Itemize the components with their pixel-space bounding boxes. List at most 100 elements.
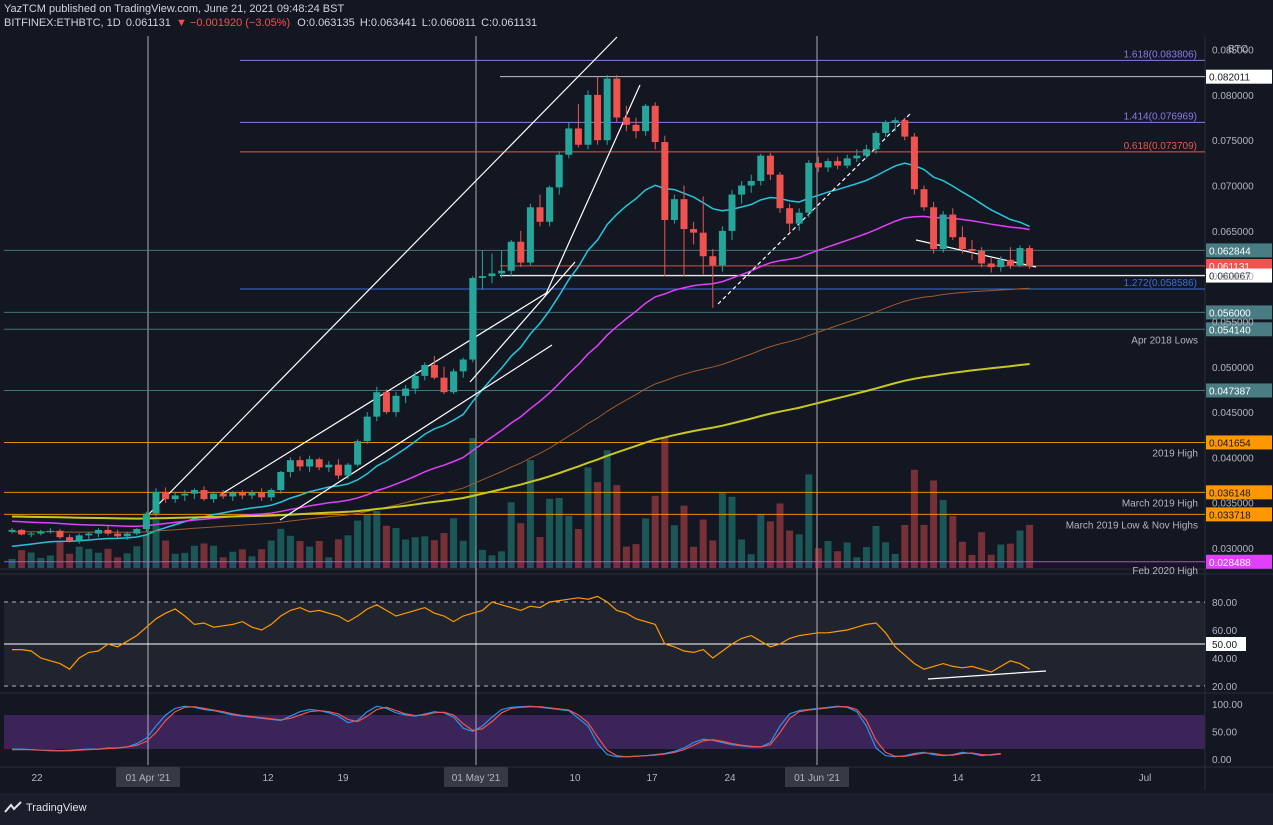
candle-body[interactable] xyxy=(171,495,179,500)
candle-body[interactable] xyxy=(834,161,842,166)
candle-body[interactable] xyxy=(66,537,74,541)
candle-body[interactable] xyxy=(939,214,947,249)
candle-body[interactable] xyxy=(75,535,83,541)
candle-body[interactable] xyxy=(565,128,573,155)
candle-body[interactable] xyxy=(450,371,458,393)
candle-body[interactable] xyxy=(114,533,122,537)
candle-body[interactable] xyxy=(258,492,266,498)
candle-body[interactable] xyxy=(814,162,822,168)
candle-body[interactable] xyxy=(901,120,909,137)
candle-body[interactable] xyxy=(632,124,640,132)
candle-body[interactable] xyxy=(997,259,1005,268)
candle-body[interactable] xyxy=(46,530,54,532)
candle-body[interactable] xyxy=(757,155,765,182)
candle-body[interactable] xyxy=(766,155,774,175)
candle-body[interactable] xyxy=(1016,248,1024,266)
candle-body[interactable] xyxy=(248,492,256,496)
candle-body[interactable] xyxy=(27,533,35,535)
candle-body[interactable] xyxy=(910,136,918,190)
candle-body[interactable] xyxy=(133,529,141,534)
candle-body[interactable] xyxy=(786,208,794,224)
candle-body[interactable] xyxy=(699,232,707,257)
candle-body[interactable] xyxy=(526,207,534,263)
candle-body[interactable] xyxy=(680,199,688,230)
candle-body[interactable] xyxy=(1026,248,1034,267)
candle-body[interactable] xyxy=(459,359,467,372)
candle-body[interactable] xyxy=(85,533,93,536)
candle-body[interactable] xyxy=(325,464,333,468)
candle-body[interactable] xyxy=(200,490,208,500)
candle-body[interactable] xyxy=(920,189,928,208)
candle-body[interactable] xyxy=(190,490,198,494)
candle-body[interactable] xyxy=(152,491,160,514)
candle-body[interactable] xyxy=(286,460,294,472)
candle-body[interactable] xyxy=(373,392,381,417)
candle-body[interactable] xyxy=(661,142,669,220)
candle-body[interactable] xyxy=(949,214,957,238)
candle-body[interactable] xyxy=(56,530,64,538)
candle-body[interactable] xyxy=(478,276,486,278)
candle-body[interactable] xyxy=(315,459,323,468)
candle-body[interactable] xyxy=(267,490,275,498)
candle-body[interactable] xyxy=(603,78,611,141)
candle-body[interactable] xyxy=(862,149,870,156)
candle-body[interactable] xyxy=(574,128,582,145)
candle-body[interactable] xyxy=(392,395,400,413)
candle-body[interactable] xyxy=(219,493,227,497)
candle-body[interactable] xyxy=(978,250,986,264)
candle-body[interactable] xyxy=(930,207,938,249)
candle-body[interactable] xyxy=(344,464,352,476)
candle-body[interactable] xyxy=(488,273,496,277)
candle-body[interactable] xyxy=(584,94,592,145)
candle-body[interactable] xyxy=(824,161,832,168)
candle-body[interactable] xyxy=(296,460,304,467)
candle-body[interactable] xyxy=(238,492,246,496)
candle-body[interactable] xyxy=(37,531,45,534)
candle-body[interactable] xyxy=(469,277,477,360)
candle-body[interactable] xyxy=(498,270,506,274)
candle-body[interactable] xyxy=(363,416,371,442)
candle-body[interactable] xyxy=(776,174,784,209)
candle-body[interactable] xyxy=(440,377,448,393)
candle-body[interactable] xyxy=(430,364,438,378)
candle-body[interactable] xyxy=(104,529,112,534)
candle-body[interactable] xyxy=(402,388,410,396)
candle-body[interactable] xyxy=(747,181,755,186)
candle-body[interactable] xyxy=(411,375,419,389)
candle-body[interactable] xyxy=(718,230,726,266)
candle-body[interactable] xyxy=(546,187,554,222)
candle-body[interactable] xyxy=(651,105,659,143)
candle-body[interactable] xyxy=(18,529,26,535)
candle-body[interactable] xyxy=(555,154,563,188)
candle-body[interactable] xyxy=(94,529,102,534)
candle-body[interactable] xyxy=(421,364,429,376)
candle-body[interactable] xyxy=(306,459,314,467)
candle-body[interactable] xyxy=(853,155,861,159)
candle-body[interactable] xyxy=(210,493,218,500)
candle-body[interactable] xyxy=(805,162,813,213)
candle-body[interactable] xyxy=(613,78,621,118)
candle-body[interactable] xyxy=(162,491,170,500)
candle-body[interactable] xyxy=(690,229,698,233)
tradingview-logo[interactable]: TradingView xyxy=(4,801,87,815)
candle-body[interactable] xyxy=(670,199,678,220)
candle-body[interactable] xyxy=(958,237,966,249)
candle-body[interactable] xyxy=(642,105,650,132)
candle-body[interactable] xyxy=(709,256,717,266)
candle-body[interactable] xyxy=(142,513,150,530)
candle-body[interactable] xyxy=(891,120,899,123)
candle-body[interactable] xyxy=(968,248,976,251)
candle-body[interactable] xyxy=(536,207,544,222)
candle-body[interactable] xyxy=(123,533,131,537)
candle-body[interactable] xyxy=(507,241,515,271)
candle-body[interactable] xyxy=(987,263,995,268)
candle-body[interactable] xyxy=(277,471,285,491)
candle-body[interactable] xyxy=(622,117,630,125)
candle-body[interactable] xyxy=(354,441,362,465)
candle-body[interactable] xyxy=(8,529,16,532)
candle-body[interactable] xyxy=(738,185,746,195)
candle-body[interactable] xyxy=(1006,259,1014,266)
symbol-label[interactable]: BITFINEX:ETHBTC, 1D xyxy=(4,17,121,29)
candle-body[interactable] xyxy=(843,158,851,166)
candle-body[interactable] xyxy=(728,194,736,231)
